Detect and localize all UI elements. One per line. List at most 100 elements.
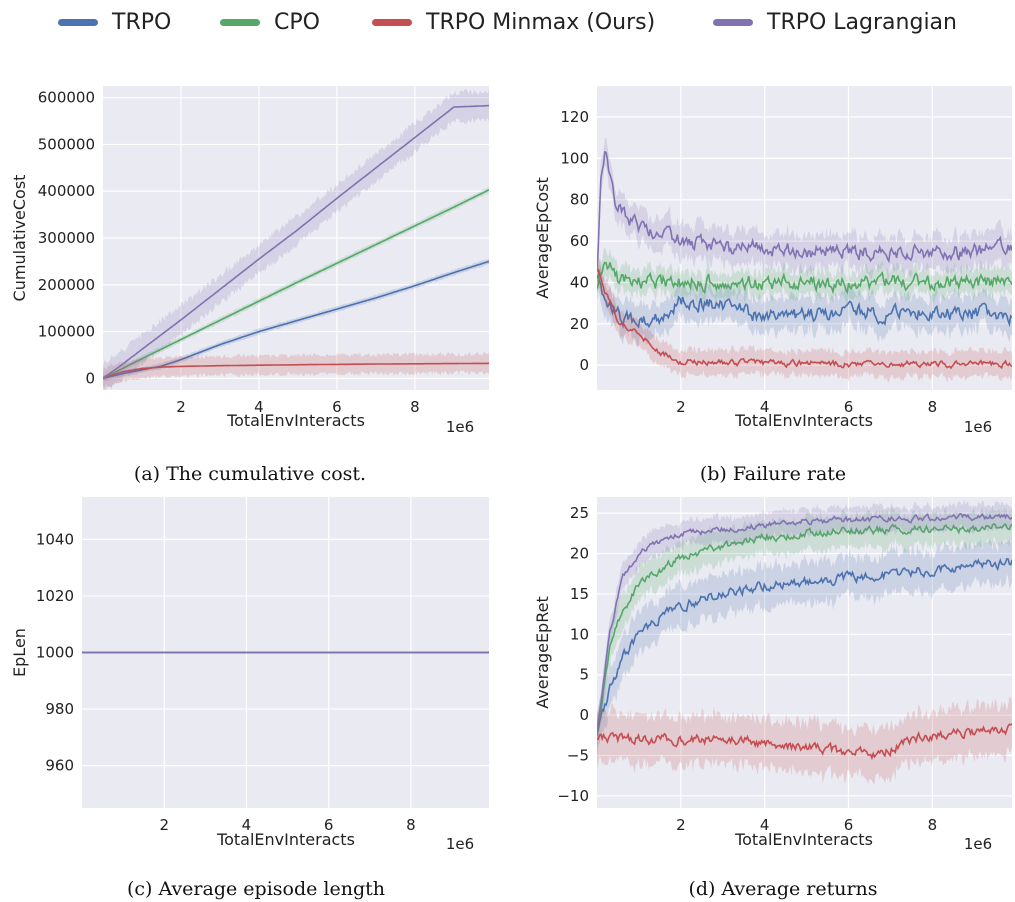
series-line-cpo	[103, 189, 489, 380]
y-tick-label: 120	[560, 108, 589, 126]
y-tick-label: 500000	[38, 135, 95, 153]
series-band-trpo-lagrangian	[597, 499, 1012, 743]
series-line-trpo-lagrangian	[103, 104, 489, 379]
caption-a: (a) The cumulative cost.	[133, 463, 367, 485]
legend-swatch	[220, 18, 260, 26]
y-axis-label: EpLen	[10, 628, 29, 677]
y-tick-label: 5	[579, 666, 589, 684]
series-group	[597, 499, 1012, 785]
y-tick-label: 20	[570, 315, 589, 333]
series-band-trpo	[597, 538, 1012, 759]
x-tick-label: 4	[254, 398, 264, 416]
series-line-trpo-minmax-ours-	[597, 267, 1012, 370]
x-axis-multiplier: 1e6	[446, 418, 474, 436]
legend-label: TRPO	[112, 9, 172, 35]
legend-item-trpo: TRPO	[58, 8, 171, 36]
y-tick-label: 1000	[36, 644, 74, 662]
legend-swatch	[58, 18, 98, 26]
y-tick-label: 100	[560, 149, 589, 167]
series-line-cpo	[597, 261, 1012, 295]
y-tick-label: 960	[45, 757, 74, 775]
series-line-trpo-lagrangian	[597, 150, 1012, 273]
y-axis-label: AverageEpRet	[533, 596, 552, 708]
y-axis-label: CumulativeCost	[10, 175, 29, 302]
x-tick-label: 8	[406, 816, 416, 834]
x-axis-label: TotalEnvInteracts	[226, 411, 365, 430]
x-tick-label: 2	[176, 398, 186, 416]
series-line-trpo	[103, 260, 489, 380]
legend-swatch	[372, 18, 412, 26]
x-axis-label: TotalEnvInteracts	[734, 830, 873, 849]
x-tick-label: 4	[760, 816, 770, 834]
chart-panel-4: 2 4 6 8 −10 −5 0 5 10 15 20 25 TotalEnvInteracts Aver…	[533, 497, 1012, 853]
y-tick-label: 300000	[38, 229, 95, 247]
chart-panel-2: 2 4 6 8020406080100120TotalEnvInteractsAver…	[533, 86, 1012, 436]
x-tick-label: 6	[844, 398, 854, 416]
legend-item-trpo-minmax: TRPO Minmax (Ours)	[372, 8, 655, 36]
series-band-cpo	[597, 505, 1012, 754]
legend-label: CPO	[274, 9, 320, 35]
y-tick-label: 980	[45, 700, 74, 718]
x-tick-label: 2	[159, 816, 169, 834]
x-axis-multiplier: 1e6	[446, 835, 474, 853]
y-tick-label: 600000	[38, 89, 95, 107]
series-band-trpo-lagrangian	[103, 88, 489, 390]
series-band-cpo	[597, 247, 1012, 305]
x-tick-label: 8	[928, 398, 938, 416]
series-band-trpo-minmax-ours-	[597, 697, 1012, 785]
x-tick-label: 6	[324, 816, 334, 834]
y-tick-label: 1040	[36, 530, 74, 548]
legend-item-trpo-lagrangian: TRPO Lagrangian	[713, 8, 957, 36]
legend: TRPO CPO TRPO Minmax (Ours) TRPO Lagrang…	[0, 0, 1015, 44]
x-axis-multiplier: 1e6	[964, 835, 992, 853]
x-tick-label: 2	[676, 398, 686, 416]
series-line-trpo-minmax-ours-	[597, 723, 1012, 761]
x-tick-label: 6	[844, 816, 854, 834]
series-band-trpo-lagrangian	[597, 137, 1012, 289]
y-tick-label: 1020	[36, 587, 74, 605]
caption-b: (b) Failure rate	[699, 463, 847, 485]
y-tick-label: 0	[579, 356, 589, 374]
y-tick-label: −10	[557, 787, 589, 805]
y-tick-label: 10	[570, 625, 589, 643]
plot-background	[597, 497, 1012, 808]
series-band-cpo	[103, 187, 489, 381]
caption-c: (c) Average episode length	[126, 878, 386, 900]
series-group	[597, 137, 1012, 383]
y-tick-label: 20	[570, 545, 589, 563]
y-tick-label: 15	[570, 585, 589, 603]
x-axis-label: TotalEnvInteracts	[216, 830, 355, 849]
caption-d: (d) Average returns	[688, 878, 878, 900]
series-line-trpo	[597, 272, 1012, 329]
y-tick-label: 400000	[38, 182, 95, 200]
x-tick-label: 8	[410, 398, 420, 416]
y-tick-label: 100000	[38, 323, 95, 341]
x-tick-label: 2	[676, 816, 686, 834]
series-band-trpo	[103, 258, 489, 381]
x-axis-multiplier: 1e6	[964, 418, 992, 436]
legend-swatch	[713, 18, 753, 26]
x-tick-label: 8	[928, 816, 938, 834]
series-line-trpo-lagrangian	[597, 512, 1012, 734]
plot-background	[597, 86, 1012, 390]
series-band-trpo-minmax-ours-	[597, 256, 1012, 383]
y-tick-label: 40	[570, 273, 589, 291]
x-tick-label: 4	[242, 816, 252, 834]
legend-label: TRPO Minmax (Ours)	[426, 9, 656, 35]
legend-item-cpo: CPO	[220, 8, 320, 36]
y-tick-label: −5	[567, 746, 589, 764]
series-group	[103, 88, 489, 390]
series-line-cpo	[597, 522, 1012, 735]
chart-panel-1: 2 4 6 8 0 100000 200000 300000 400000 500000 60000…	[10, 86, 489, 436]
y-tick-label: 0	[85, 369, 95, 387]
chart-panel-3: 2 4 6 8 960 980 1000 1020 1040 TotalEnvInteracts E…	[10, 497, 489, 853]
y-tick-label: 80	[570, 191, 589, 209]
series-line-trpo	[597, 557, 1012, 736]
legend-label: TRPO Lagrangian	[767, 9, 957, 35]
y-axis-label: AverageEpCost	[533, 177, 552, 299]
x-tick-label: 6	[332, 398, 342, 416]
y-tick-label: 200000	[38, 276, 95, 294]
y-tick-label: 60	[570, 232, 589, 250]
x-axis-label: TotalEnvInteracts	[734, 411, 873, 430]
